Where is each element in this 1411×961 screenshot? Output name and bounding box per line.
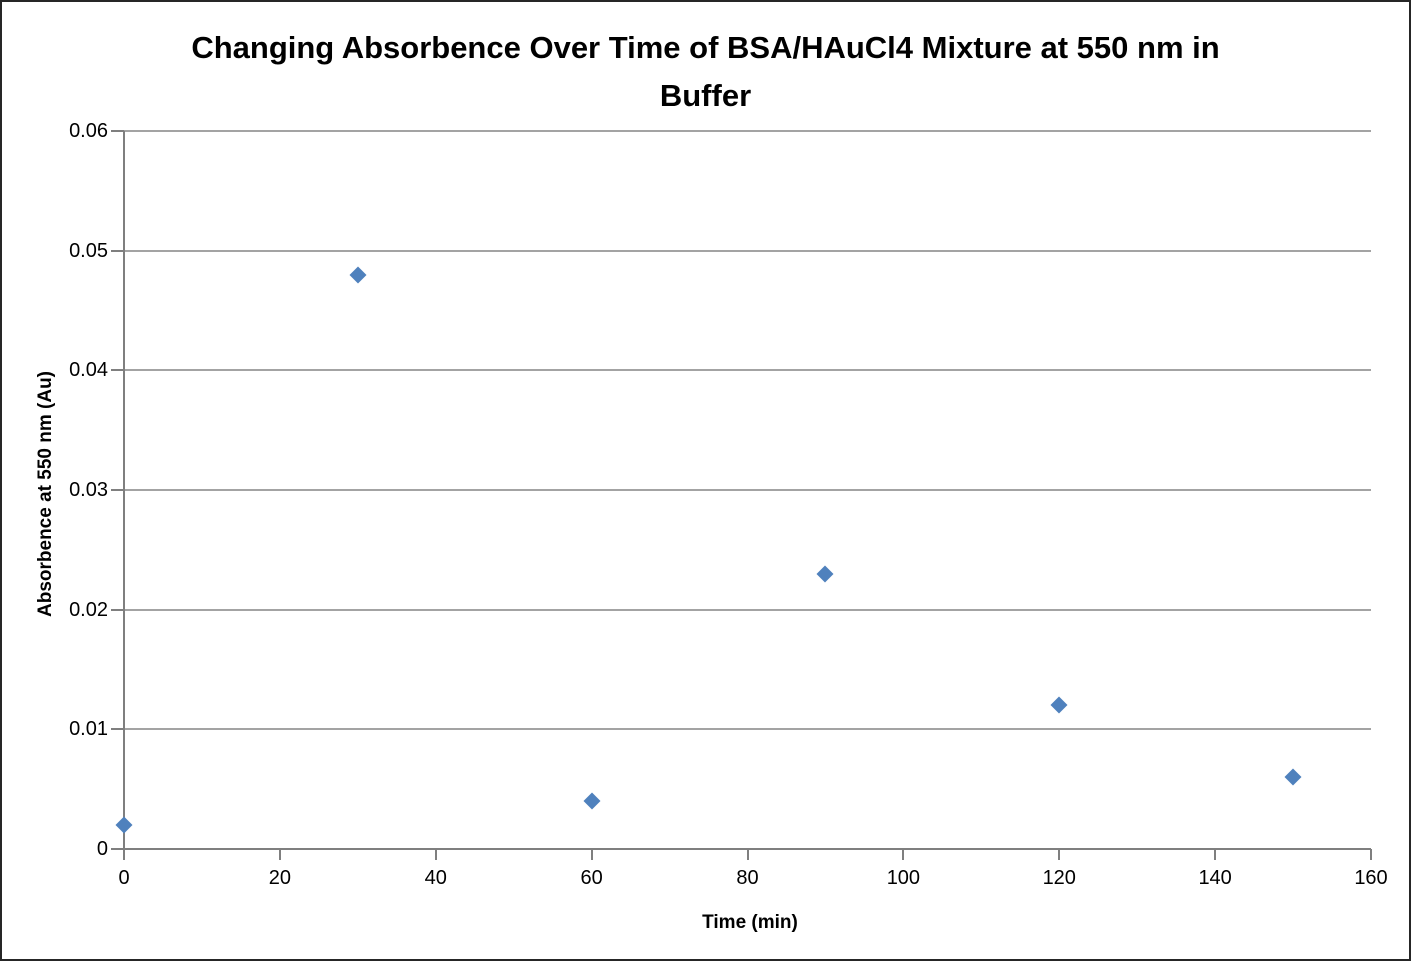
x-tick-label: 40 — [424, 867, 447, 889]
y-tick-mark — [111, 130, 124, 132]
y-tick-label: 0.03 — [69, 479, 108, 501]
y-gridline — [124, 130, 1371, 132]
x-tick-mark — [902, 849, 905, 860]
x-axis-title: Time (min) — [702, 912, 798, 933]
y-gridline — [124, 608, 1371, 611]
y-gridline — [124, 728, 1371, 731]
x-tick-mark — [278, 849, 281, 860]
y-tick-mark — [111, 848, 124, 850]
x-tick-label: 60 — [580, 867, 603, 889]
x-tick-label: 20 — [268, 867, 291, 889]
y-gridline — [124, 249, 1371, 252]
chart-title: Changing Absorbence Over Time of BSA/HAu… — [2, 24, 1409, 120]
x-tick-mark — [123, 849, 125, 860]
y-tick-label: 0.06 — [69, 120, 108, 142]
data-point — [1284, 768, 1302, 786]
y-gridline — [124, 369, 1371, 372]
data-point — [115, 816, 133, 834]
x-tick-label: 0 — [118, 867, 130, 889]
data-point — [1050, 696, 1068, 714]
y-tick-label: 0.05 — [69, 239, 108, 262]
y-tick-label: 0.02 — [69, 598, 108, 621]
x-tick-mark — [590, 849, 593, 860]
x-tick-label: 160 — [1354, 867, 1388, 889]
x-tick-mark — [746, 849, 749, 860]
chart-title-line-2: Buffer — [659, 78, 752, 113]
data-point — [816, 565, 834, 583]
y-tick-mark — [111, 608, 124, 611]
x-tick-mark — [434, 849, 437, 860]
y-axis-line — [123, 131, 125, 849]
y-tick-mark — [111, 489, 124, 491]
y-tick-label: 0.04 — [69, 359, 108, 382]
x-tick-label: 120 — [1042, 867, 1076, 889]
data-point — [349, 266, 367, 284]
x-tick-label: 100 — [886, 867, 921, 889]
chart-title-line-1: Changing Absorbence Over Time of BSA/HAu… — [191, 30, 1220, 65]
x-tick-mark — [1214, 849, 1217, 860]
y-tick-label: 0.01 — [69, 718, 108, 741]
y-tick-label: 0 — [96, 838, 108, 860]
y-tick-mark — [111, 249, 124, 252]
x-tick-label: 140 — [1198, 867, 1232, 889]
y-tick-mark — [111, 369, 124, 372]
y-tick-mark — [111, 728, 124, 731]
x-tick-mark — [1370, 849, 1372, 860]
y-gridline — [124, 489, 1371, 491]
x-tick-label: 80 — [736, 867, 759, 889]
x-tick-mark — [1058, 849, 1061, 860]
data-point — [583, 792, 601, 810]
